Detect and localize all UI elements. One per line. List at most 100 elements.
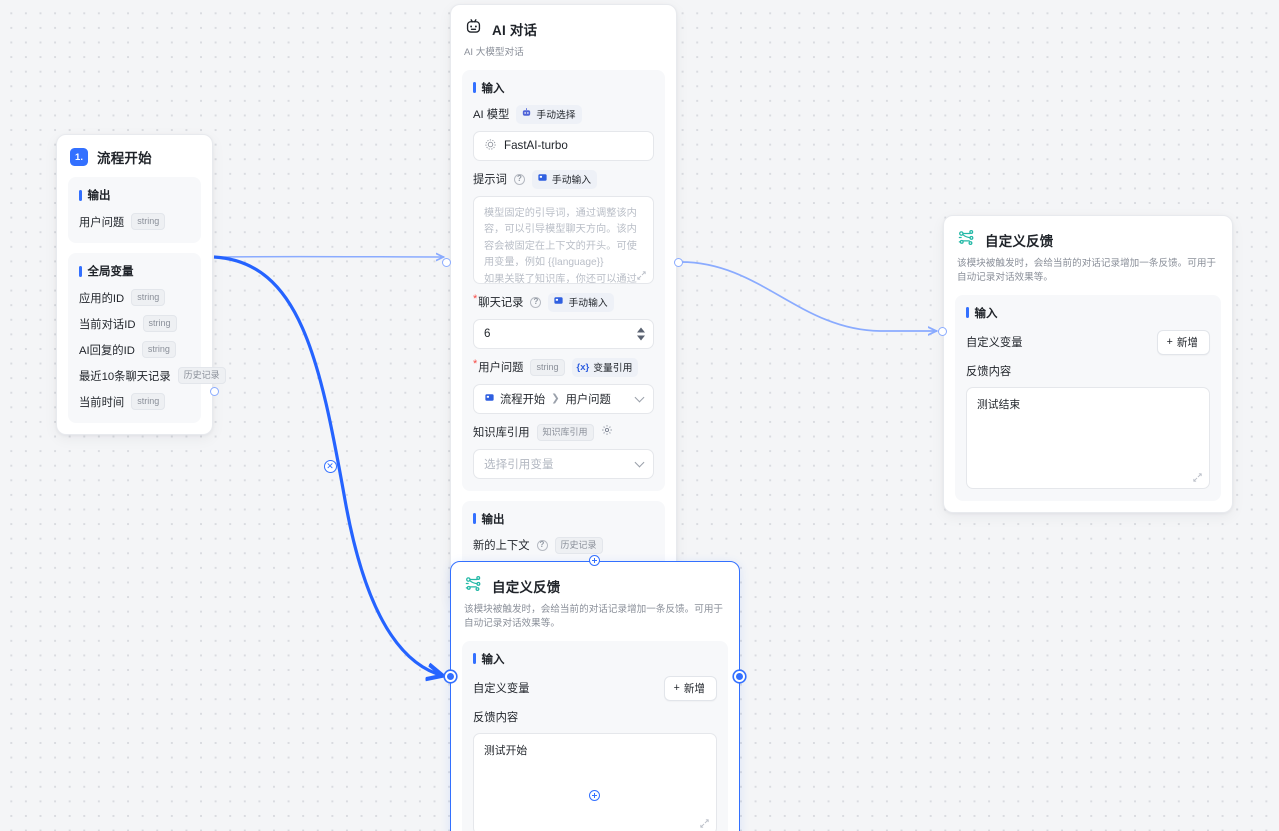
handle-feedback-bottom-source-right[interactable]	[734, 671, 745, 682]
field-label: 提示词	[473, 174, 507, 187]
handle-ai-target-left[interactable]	[442, 258, 451, 267]
node-header: 自定义反馈	[955, 226, 1221, 252]
edge-delete-button[interactable]: ✕	[323, 459, 337, 473]
pill-label: 手动输入	[551, 175, 592, 187]
resize-handle-icon[interactable]	[699, 818, 711, 830]
field-label: 新的上下文	[473, 540, 530, 553]
knowledge-placeholder: 选择引用变量	[484, 457, 554, 471]
help-icon[interactable]: ?	[513, 173, 525, 185]
flow-node-icon	[464, 574, 483, 598]
manual-select-pill[interactable]: 手动选择	[516, 104, 582, 124]
plus-icon: +	[673, 682, 680, 695]
field-label: 用户问题	[473, 359, 523, 375]
section-input: 输入 自定义变量 + 新增 反馈内容 测试开始	[462, 640, 728, 831]
field-recent-chat-history: 最近10条聊天记录 历史记录	[79, 366, 226, 385]
handle-feedback-right-target-left[interactable]	[938, 327, 947, 336]
text-input-icon	[553, 295, 564, 309]
node-header: 1. 流程开始	[68, 145, 201, 167]
field-feedback-content-label: 反馈内容	[473, 708, 717, 727]
add-variable-button[interactable]: + 新增	[663, 675, 717, 701]
node-description: 该模块被触发时，会给当前的对话记录增加一条反馈。可用于自动记录对话效果等。	[464, 604, 724, 629]
field-label: 用户问题	[79, 216, 125, 229]
resize-handle-icon[interactable]	[1192, 472, 1204, 484]
field-app-id: 应用的ID string	[79, 288, 190, 307]
node-description: 该模块被触发时，会给当前的对话记录增加一条反馈。可用于自动记录对话效果等。	[957, 258, 1217, 283]
chevron-down-icon[interactable]	[634, 392, 645, 403]
handle-ai-source-right[interactable]	[674, 258, 683, 267]
section-title: 输入	[473, 651, 717, 667]
ref-node-name: 流程开始	[500, 393, 546, 406]
node-title: 流程开始	[97, 151, 152, 166]
node-flow-start[interactable]: 1. 流程开始 输出 用户问题 string 全局变量 应用的ID string…	[56, 134, 226, 435]
node-custom-feedback-right[interactable]: 自定义反馈 该模块被触发时，会给当前的对话记录增加一条反馈。可用于自动记录对话效…	[938, 215, 1233, 513]
chevron-down-icon[interactable]	[634, 457, 645, 468]
handle-feedback-bottom-top-add[interactable]	[589, 555, 600, 566]
field-label: 知识库引用	[473, 427, 530, 440]
handle-feedback-bottom-target-left[interactable]	[444, 671, 456, 682]
knowledge-variable-select[interactable]: 选择引用变量	[473, 448, 654, 479]
field-prompt: 提示词 ? 手动输入	[473, 169, 654, 189]
field-user-question: 用户问题 string {x} 变量引用	[473, 357, 654, 377]
feedback-content-textarea[interactable]: 测试开始	[473, 732, 717, 831]
prompt-textarea[interactable]: 模型固定的引导词，通过调整该内容，可以引导模型聊天方向。该内容会被固定在上下文的…	[473, 195, 654, 284]
field-label: 反馈内容	[473, 712, 519, 725]
type-tag: 历史记录	[177, 367, 226, 384]
add-button-label: 新增	[1176, 336, 1198, 349]
node-ai-chat[interactable]: AI 对话 AI 大模型对话 输入 AI 模型 手动选择	[442, 4, 683, 605]
manual-input-pill[interactable]: 手动输入	[548, 292, 614, 312]
node-title: 自定义反馈	[492, 580, 561, 595]
user-question-variable-select[interactable]: 流程开始 ❯ 用户问题	[473, 383, 654, 414]
type-tag: string	[131, 213, 166, 230]
help-icon[interactable]: ?	[530, 296, 542, 308]
section-title: 输入	[966, 305, 1210, 321]
node-title: AI 对话	[492, 23, 538, 38]
ai-model-select[interactable]: FastAI-turbo	[473, 130, 654, 161]
handle-start-source-right[interactable]	[210, 387, 219, 396]
field-feedback-content-label: 反馈内容	[966, 362, 1210, 381]
section-global-variables: 全局变量 应用的ID string 当前对话ID string AI回复的ID …	[68, 253, 226, 423]
node-title: 自定义反馈	[985, 234, 1054, 249]
handle-feedback-bottom-bottom-add[interactable]	[589, 790, 600, 801]
field-chat-history: 聊天记录 ? 手动输入	[473, 292, 654, 312]
feedback-content-value: 测试结束	[977, 398, 1021, 411]
ai-model-value: FastAI-turbo	[504, 139, 568, 153]
section-input: 输入 AI 模型 手动选择	[462, 69, 665, 491]
feedback-content-textarea[interactable]: 测试结束	[966, 386, 1210, 489]
section-input: 输入 自定义变量 + 新增 反馈内容 测试结束	[955, 294, 1221, 501]
breadcrumb-separator: ❯	[551, 393, 560, 405]
section-title: 输出	[79, 187, 190, 203]
type-tag: 历史记录	[554, 537, 603, 554]
variable-reference-pill[interactable]: {x} 变量引用	[571, 357, 639, 377]
type-tag: 知识库引用	[536, 424, 594, 441]
field-label: 最近10条聊天记录	[79, 370, 171, 383]
field-label: 反馈内容	[966, 366, 1012, 379]
node-description: AI 大模型对话	[464, 47, 524, 58]
plus-icon: +	[1166, 336, 1173, 349]
section-title: 输入	[473, 80, 654, 96]
node-custom-feedback-bottom[interactable]: 自定义反馈 该模块被触发时，会给当前的对话记录增加一条反馈。可用于自动记录对话效…	[444, 555, 745, 831]
pill-label: 手动输入	[568, 298, 608, 310]
ref-field-name: 用户问题	[565, 393, 611, 406]
field-user-question: 用户问题 string	[79, 212, 190, 231]
type-tag: string	[141, 341, 176, 358]
add-button-label: 新增	[683, 682, 705, 695]
text-input-icon	[537, 172, 548, 186]
help-icon[interactable]: ?	[536, 539, 548, 551]
field-custom-variable: 自定义变量 + 新增	[473, 675, 717, 701]
resize-handle-icon[interactable]	[636, 268, 648, 280]
model-icon	[484, 138, 497, 154]
type-tag: string	[142, 315, 177, 332]
gear-icon[interactable]	[601, 423, 613, 441]
number-stepper[interactable]	[637, 327, 645, 341]
add-variable-button[interactable]: + 新增	[1156, 329, 1210, 355]
manual-input-pill[interactable]: 手动输入	[531, 169, 598, 189]
field-label: AI 模型	[473, 109, 510, 122]
field-knowledge-reference: 知识库引用 知识库引用	[473, 423, 654, 442]
node-header: AI 对话	[462, 15, 665, 41]
flow-node-icon	[957, 228, 976, 252]
chat-history-number-input[interactable]: 6	[473, 318, 654, 349]
edge-ai-to-feedback-right	[680, 261, 937, 331]
type-tag: string	[131, 393, 166, 410]
field-label: AI回复的ID	[79, 344, 135, 357]
